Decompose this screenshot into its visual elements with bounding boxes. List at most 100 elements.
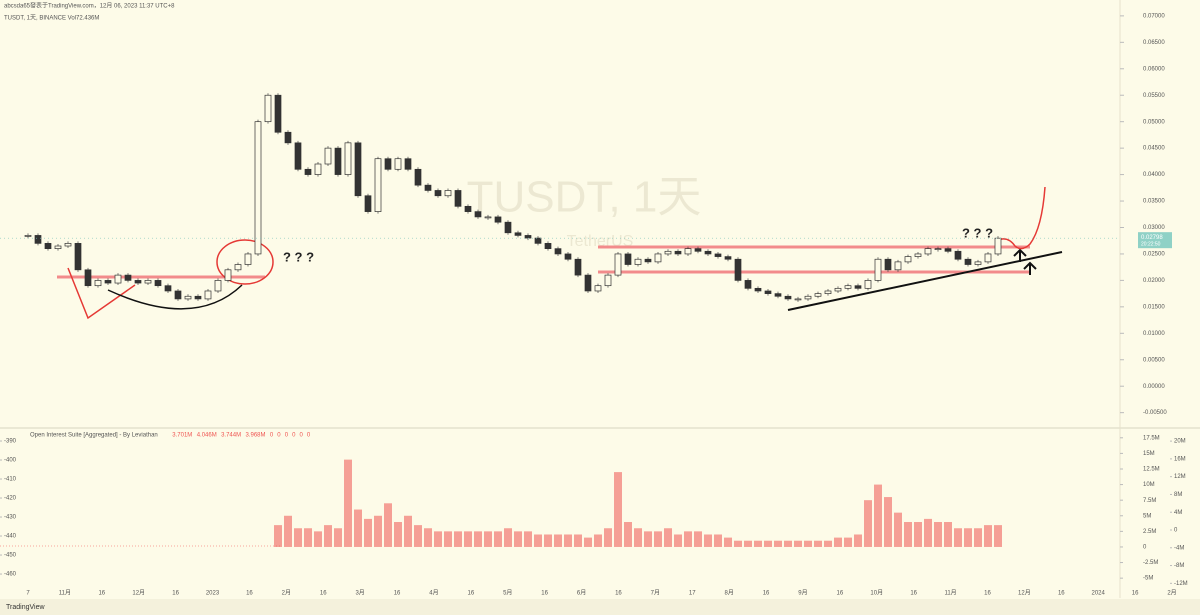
far-tick-label: 20M — [1174, 439, 1186, 445]
candle — [874, 258, 882, 281]
oi-bar — [874, 484, 882, 547]
candle — [64, 243, 72, 247]
oi-tick-label: 17.5M — [1143, 435, 1160, 441]
candle — [424, 184, 432, 191]
x-tick-label: 16 — [541, 591, 548, 597]
x-tick-label: 2023 — [206, 591, 220, 597]
oi-bar — [534, 534, 542, 547]
oi-bar — [594, 534, 602, 547]
candle — [864, 280, 872, 289]
x-tick-label: 16 — [394, 591, 401, 597]
oi-bar — [774, 540, 782, 547]
candle — [974, 261, 982, 265]
oi-bar — [394, 522, 402, 547]
candle — [194, 295, 202, 300]
far-tick-label: -4M — [1174, 545, 1184, 551]
candle — [154, 280, 162, 287]
candle — [184, 295, 192, 300]
candle — [564, 253, 572, 260]
candle — [164, 285, 172, 292]
symbol-line: TUSDT, 1天, BINANCE Vol72.436M — [4, 15, 99, 22]
oi-bar — [644, 531, 652, 547]
x-tick-label: 3月 — [355, 590, 364, 597]
candle — [264, 94, 272, 123]
oi-bar — [354, 509, 362, 547]
oi-bar — [324, 525, 332, 547]
x-tick-label: 17 — [689, 591, 696, 597]
x-tick-label: 5月 — [503, 590, 512, 597]
x-tick-label: 7月 — [651, 590, 660, 597]
candle — [294, 142, 302, 170]
far-tick-label: -8M — [1174, 563, 1184, 569]
x-tick-label: 16 — [1058, 591, 1065, 597]
watermark: TUSDT, 1天 — [467, 173, 702, 222]
oi-bar — [734, 540, 742, 547]
candle — [274, 94, 282, 133]
oi-bar — [384, 503, 392, 547]
candle — [114, 274, 122, 284]
candle — [494, 216, 502, 223]
publisher: abcsda65發表于TradingView.com，12月 06, 2023 … — [4, 2, 175, 10]
x-tick-label: 16 — [320, 591, 327, 597]
oi-bar — [964, 528, 972, 547]
candle — [664, 250, 672, 255]
oi-bar — [504, 528, 512, 547]
x-tick-label: 16 — [615, 591, 622, 597]
candle — [784, 295, 792, 300]
candle — [364, 195, 372, 212]
candle — [814, 293, 822, 297]
oi-tick-label: 7.5M — [1143, 498, 1156, 504]
oi-tick-label: -2.5M — [1143, 560, 1158, 566]
indicator-reading: 3.968M — [246, 433, 266, 439]
candle — [754, 287, 762, 292]
x-tick-label: 4月 — [429, 590, 438, 597]
indicator-reading: 0 — [292, 433, 296, 439]
candle — [454, 190, 462, 207]
candle — [514, 232, 522, 236]
oi-bar — [704, 534, 712, 547]
oi-bar — [684, 531, 692, 547]
oi-bar — [424, 528, 432, 547]
indicator-reading: 0 — [270, 433, 274, 439]
candle — [704, 250, 712, 255]
y-tick-label: 0.00500 — [1143, 357, 1165, 363]
left-tick-label: -430 — [4, 515, 17, 521]
x-tick-label: 16 — [172, 591, 179, 597]
x-tick-label: 2月 — [1167, 590, 1176, 597]
candle — [44, 243, 52, 250]
candle — [404, 158, 412, 170]
candle — [384, 158, 392, 170]
oi-bar — [524, 531, 532, 547]
candle — [774, 293, 782, 297]
candle — [414, 168, 422, 186]
candle — [544, 243, 552, 250]
candle — [714, 253, 722, 257]
candle — [654, 253, 662, 263]
oi-bar — [804, 540, 812, 547]
candle — [74, 243, 82, 271]
oi-bar — [544, 534, 552, 547]
oi-bar — [474, 531, 482, 547]
oi-bar — [714, 534, 722, 547]
countdown: 20:22:50 — [1141, 242, 1161, 248]
candle — [744, 280, 752, 289]
candle — [524, 235, 532, 239]
candle — [254, 121, 262, 255]
indicator-reading: 0 — [307, 433, 311, 439]
candle — [984, 253, 992, 263]
candle — [554, 248, 562, 255]
candle — [724, 256, 732, 260]
candle — [344, 142, 352, 175]
candle — [964, 258, 972, 265]
y-tick-label: 0.03000 — [1143, 225, 1165, 231]
candle — [614, 253, 622, 276]
oi-tick-label: 15M — [1143, 451, 1155, 457]
oi-tick-label: 5M — [1143, 513, 1151, 519]
candle — [394, 158, 402, 170]
oi-bar — [664, 528, 672, 547]
oi-bar — [564, 534, 572, 547]
candle — [324, 147, 332, 165]
candle — [844, 285, 852, 289]
oi-bar — [854, 534, 862, 547]
candle — [904, 256, 912, 263]
